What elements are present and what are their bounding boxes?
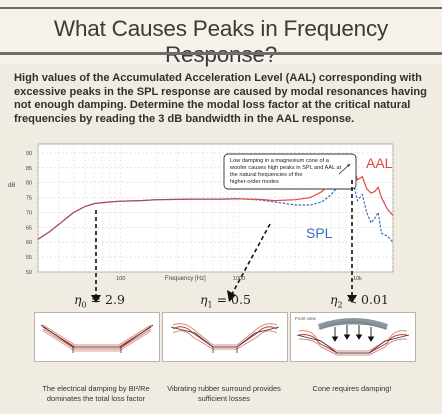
- y-tick-label: 70: [26, 210, 32, 216]
- top-rule: [0, 7, 442, 9]
- chart-series: [37, 154, 394, 243]
- caption-cone-damping: Cone requires damping!: [312, 384, 392, 393]
- loss-factor-eta1: η1 = 0.5: [200, 292, 251, 310]
- y-tick-label: 80: [26, 181, 32, 187]
- x-axis-ticks: 100 1000 10k: [116, 276, 362, 282]
- x-tick-label: 100: [116, 276, 125, 282]
- y-axis-ticks: 90 85 80 75 70 65 60 55 50: [26, 151, 32, 276]
- annotation-text: Low damping in a magnesium cone of a woof…: [229, 158, 342, 185]
- y-tick-label: 75: [26, 196, 32, 202]
- chart-svg: 90 85 80 75 70 65 60 55 50 100 1000 10k dB Frequen…: [8, 143, 394, 303]
- annotation-line: the natural frequencies of the: [230, 172, 302, 178]
- y-tick-label: 90: [26, 151, 32, 157]
- y-axis-label: dB: [8, 183, 15, 189]
- frequency-response-chart: 90 85 80 75 70 65 60 55 50 100 1000 10k dB Frequen…: [0, 140, 442, 305]
- overlap-series-line: [37, 198, 240, 240]
- intro-paragraph: High values of the Accumulated Accelerat…: [14, 72, 427, 125]
- y-tick-label: 55: [26, 255, 32, 261]
- x-tick-label: 10k: [353, 276, 362, 282]
- arrow-eta0: [91, 210, 101, 303]
- mode-card-surround: [162, 312, 288, 362]
- inset-label: Front view: [295, 316, 317, 321]
- loss-factor-eta0: η0 = 2.9: [74, 292, 125, 310]
- surround-mode-illustration: [170, 323, 280, 353]
- mode-shape-cards: Front view The electrical damping by BI²…: [0, 308, 442, 414]
- y-tick-label: 50: [26, 270, 32, 276]
- annotation-line: woofer causes high peaks in SPL and AAL …: [229, 165, 342, 171]
- x-axis-label: Frequency [Hz]: [165, 276, 206, 282]
- title-rule: [0, 52, 442, 55]
- mode-card-cone-breakup: Front view: [290, 312, 416, 362]
- piston-mode-illustration: [40, 324, 154, 353]
- x-tick-label: 1000: [233, 276, 245, 282]
- annotation-line: Low damping in a magnesium cone of a: [230, 158, 330, 164]
- arrow-eta2: [347, 180, 357, 303]
- caption-electrical-damping: The electrical damping by BI²/Re dominat…: [42, 384, 150, 403]
- arrow-eta1: [227, 223, 271, 302]
- y-tick-label: 85: [26, 166, 32, 172]
- caption-rubber-surround: Vibrating rubber surround provides suffi…: [167, 384, 281, 403]
- annotation-box: Low damping in a magnesium cone of a woof…: [223, 153, 357, 190]
- aal-series-label: AAL: [366, 155, 393, 171]
- annotation-line: higher-order modes: [230, 179, 279, 185]
- loss-factor-eta2: η2 < 0.01: [330, 292, 389, 310]
- spl-series-label: SPL: [306, 225, 333, 241]
- mode-card-piston: [34, 312, 160, 362]
- cone-breakup-illustration: Front view: [295, 316, 410, 356]
- y-tick-label: 65: [26, 225, 32, 231]
- page-title: What Causes Peaks in Frequency Response?: [53, 16, 389, 67]
- y-tick-label: 60: [26, 240, 32, 246]
